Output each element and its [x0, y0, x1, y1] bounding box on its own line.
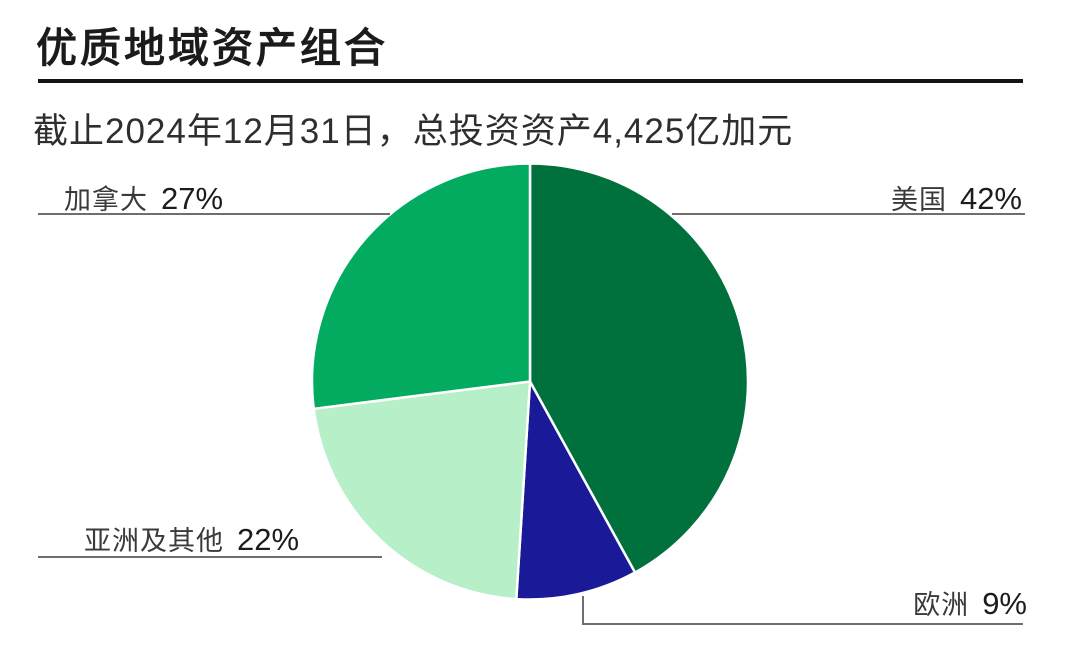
pie-slice-europe: [515, 380, 637, 601]
page-title: 优质地域资产组合: [36, 25, 388, 71]
callout-asia: 亚洲及其他 22%: [84, 519, 299, 558]
callout-asia-label: 亚洲及其他: [84, 526, 224, 556]
callout-us-label: 美国: [890, 185, 947, 215]
pie-slice-canada: [310, 162, 532, 411]
leader-line-europe-horizontal: [582, 623, 1023, 625]
callout-europe-label: 欧洲: [913, 590, 970, 620]
pie-slice-asia: [312, 380, 532, 601]
callout-europe-value: 9%: [982, 586, 1027, 621]
callout-us-value: 42%: [959, 181, 1022, 216]
title-underline: [38, 79, 1023, 83]
subtitle: 截止2024年12月31日，总投资资产4,425亿加元: [33, 112, 794, 151]
leader-line-europe-vertical: [582, 596, 584, 625]
callout-canada-value: 27%: [161, 181, 224, 216]
callout-asia-value: 22%: [237, 522, 300, 557]
callout-canada-label: 加拿大: [64, 185, 148, 215]
leader-line-canada: [38, 213, 390, 215]
callout-canada: 加拿大 27%: [64, 178, 223, 217]
pie-slice-us: [528, 162, 750, 574]
callout-europe: 欧洲 9%: [913, 583, 1027, 622]
leader-line-asia: [38, 556, 382, 558]
leader-line-us: [672, 213, 1025, 215]
callout-us: 美国 42%: [891, 178, 1022, 217]
